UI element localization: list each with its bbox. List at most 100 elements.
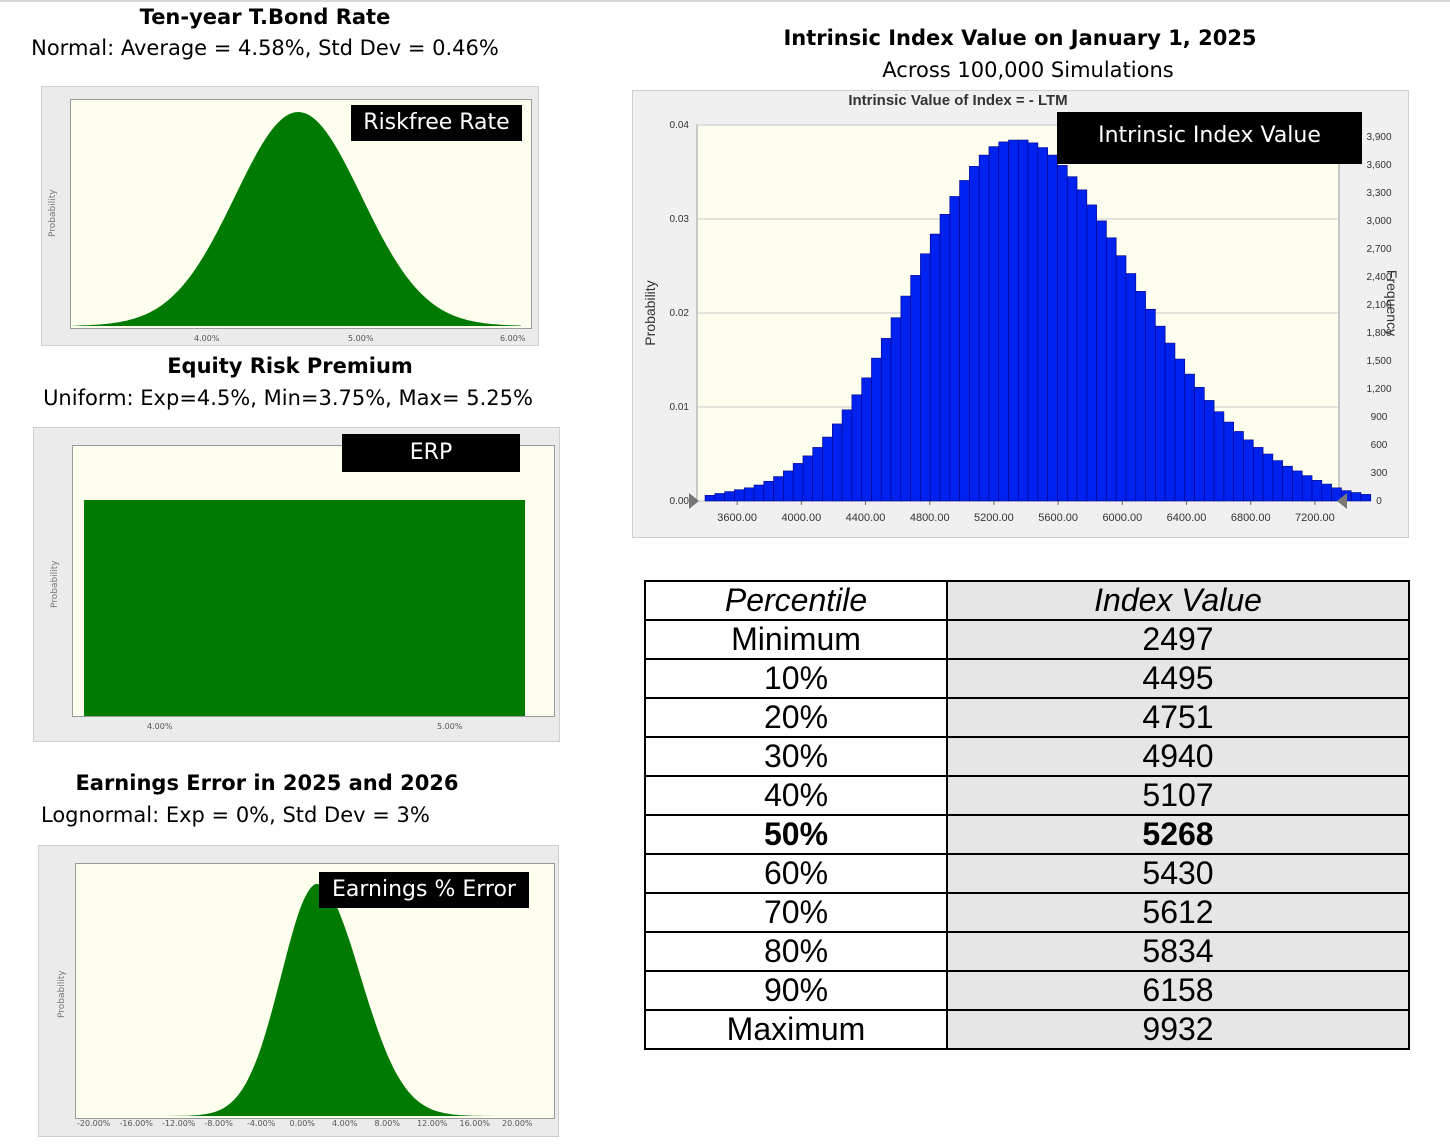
index-value-cell: 5834 xyxy=(946,931,1410,972)
earnings-title: Earnings Error in 2025 and 2026 xyxy=(75,771,459,795)
erp-tick-1: 4.00% xyxy=(147,722,173,731)
intrinsic-title: Intrinsic Index Value on January 1, 2025 xyxy=(783,26,1257,50)
riskfree-title: Ten-year T.Bond Rate xyxy=(139,5,391,29)
intrinsic-x-tick: 4400.00 xyxy=(846,512,886,524)
histogram-bar xyxy=(1086,204,1097,502)
intrinsic-y2-tick: 3,600 xyxy=(1366,160,1391,171)
histogram-bar xyxy=(1066,176,1078,502)
riskfree-curve-svg xyxy=(71,112,521,326)
histogram-bar xyxy=(832,423,843,502)
earnings-ylabel: Probability xyxy=(57,970,67,1018)
histogram-bar xyxy=(910,275,921,502)
histogram-bar xyxy=(1155,325,1166,502)
histogram-bar xyxy=(1047,154,1058,502)
riskfree-chart: Probability 4.00% 5.00% 6.00% Riskfree R… xyxy=(41,86,539,346)
intrinsic-y2-tick: 900 xyxy=(1371,412,1388,423)
riskfree-tick-2: 5.00% xyxy=(348,334,374,343)
left-slider-handle[interactable] xyxy=(689,493,699,509)
intrinsic-y2-tick: 3,300 xyxy=(1366,188,1391,199)
intrinsic-inner-title: Intrinsic Value of Index = - LTM xyxy=(848,92,1067,109)
intrinsic-y-tick: 0.01 xyxy=(670,402,690,413)
riskfree-tick-1: 4.00% xyxy=(194,334,220,343)
histogram-bar xyxy=(763,480,774,502)
earnings-tick-label: 20.00% xyxy=(502,1119,533,1128)
histogram-bar xyxy=(1027,142,1039,502)
histogram-bar xyxy=(812,447,823,502)
histogram-bar xyxy=(1174,358,1186,502)
intrinsic-chart: Intrinsic Value of Index = - LTM 0.00 0.01… xyxy=(632,90,1409,538)
earnings-tick-label: 16.00% xyxy=(459,1119,491,1128)
histogram-bar xyxy=(724,491,735,502)
intrinsic-label: Intrinsic Index Value xyxy=(1057,112,1362,164)
histogram-bar xyxy=(792,463,804,502)
erp-title: Equity Risk Premium xyxy=(167,354,413,378)
index-value-cell: 5430 xyxy=(946,853,1410,894)
intrinsic-y-tick: 0.03 xyxy=(670,214,690,225)
percentile-cell: 20% xyxy=(644,697,948,738)
intrinsic-y2-tick: 300 xyxy=(1371,468,1388,479)
intrinsic-x-tick: 6000.00 xyxy=(1102,512,1142,524)
erp-chart: Probability 4.00% 5.00% ERP xyxy=(33,427,560,742)
histogram-bar xyxy=(978,154,990,502)
percentile-cell: 40% xyxy=(644,775,948,816)
percentile-cell: 50% xyxy=(644,814,948,855)
histogram-bar xyxy=(1037,147,1048,502)
intrinsic-x-tick: 7200.00 xyxy=(1295,512,1335,524)
intrinsic-y2-tick: 2,700 xyxy=(1366,244,1391,255)
intrinsic-x-tick: 4000.00 xyxy=(781,512,821,524)
intrinsic-y2-tick: 2,400 xyxy=(1366,272,1391,283)
earnings-tick-label: -4.00% xyxy=(247,1119,276,1128)
histogram-bar xyxy=(1272,460,1283,502)
intrinsic-x-tick: 5600.00 xyxy=(1038,512,1078,524)
erp-tick-2: 5.00% xyxy=(437,722,463,731)
histogram-bar xyxy=(1301,475,1313,502)
table-row: 10% 4495 xyxy=(644,658,1410,699)
intrinsic-y2-tick: 3,900 xyxy=(1366,132,1391,143)
intrinsic-y-tick: 0.04 xyxy=(670,120,690,131)
histogram-bar xyxy=(1204,400,1215,502)
histogram-bar xyxy=(822,436,833,502)
histogram-bar xyxy=(861,377,872,502)
histogram-bar xyxy=(920,253,931,502)
index-value-cell: 5612 xyxy=(946,892,1410,933)
index-value-cell: 5268 xyxy=(946,814,1410,855)
table-row: 90% 6158 xyxy=(644,970,1410,1011)
histogram-bar xyxy=(998,141,1009,502)
histogram-bar xyxy=(714,493,725,502)
earnings-curve-svg xyxy=(76,884,544,1116)
header-index-value: Index Value xyxy=(946,580,1410,621)
earnings-density-area xyxy=(76,884,544,1116)
histogram-bar xyxy=(1184,373,1195,502)
table-row-median: 50% 5268 xyxy=(644,814,1410,855)
earnings-chart: Probability -20.00% -16.00% -12.00% -8.00% -… xyxy=(38,845,559,1137)
intrinsic-y2-tick: 1,200 xyxy=(1366,384,1391,395)
intrinsic-ylabel: Probability xyxy=(642,280,658,345)
histogram-bar xyxy=(1057,165,1068,502)
intrinsic-y2-tick: 1,800 xyxy=(1366,328,1391,339)
histogram-bar xyxy=(734,489,745,502)
percentile-cell: 30% xyxy=(644,736,948,777)
histogram-bar xyxy=(841,409,853,502)
histogram-bar xyxy=(1115,255,1127,502)
histogram-bar xyxy=(1282,465,1293,502)
percentile-cell: 90% xyxy=(644,970,948,1011)
table-header-row: Percentile Index Value xyxy=(644,580,1410,621)
histogram-bar xyxy=(1311,480,1323,502)
table-row: 20% 4751 xyxy=(644,697,1410,738)
table-row: 70% 5612 xyxy=(644,892,1410,933)
percentile-cell: 10% xyxy=(644,658,948,699)
table-row: 80% 5834 xyxy=(644,931,1410,972)
header-percentile: Percentile xyxy=(644,580,948,621)
intrinsic-y-tick: 0.00 xyxy=(670,496,690,507)
percentile-cell: Minimum xyxy=(644,619,948,660)
histogram-bar xyxy=(743,487,755,502)
earnings-label: Earnings % Error xyxy=(319,872,529,908)
histogram-bar xyxy=(880,338,892,502)
histogram-bar xyxy=(1135,291,1146,502)
earnings-tick-label: -20.00% xyxy=(77,1119,111,1128)
erp-label: ERP xyxy=(342,434,520,472)
histogram-bar xyxy=(851,394,862,502)
riskfree-ylabel: Probability xyxy=(48,189,58,237)
riskfree-subtitle: Normal: Average = 4.58%, Std Dev = 0.46% xyxy=(31,36,499,60)
right-slider-handle[interactable] xyxy=(1337,493,1347,509)
